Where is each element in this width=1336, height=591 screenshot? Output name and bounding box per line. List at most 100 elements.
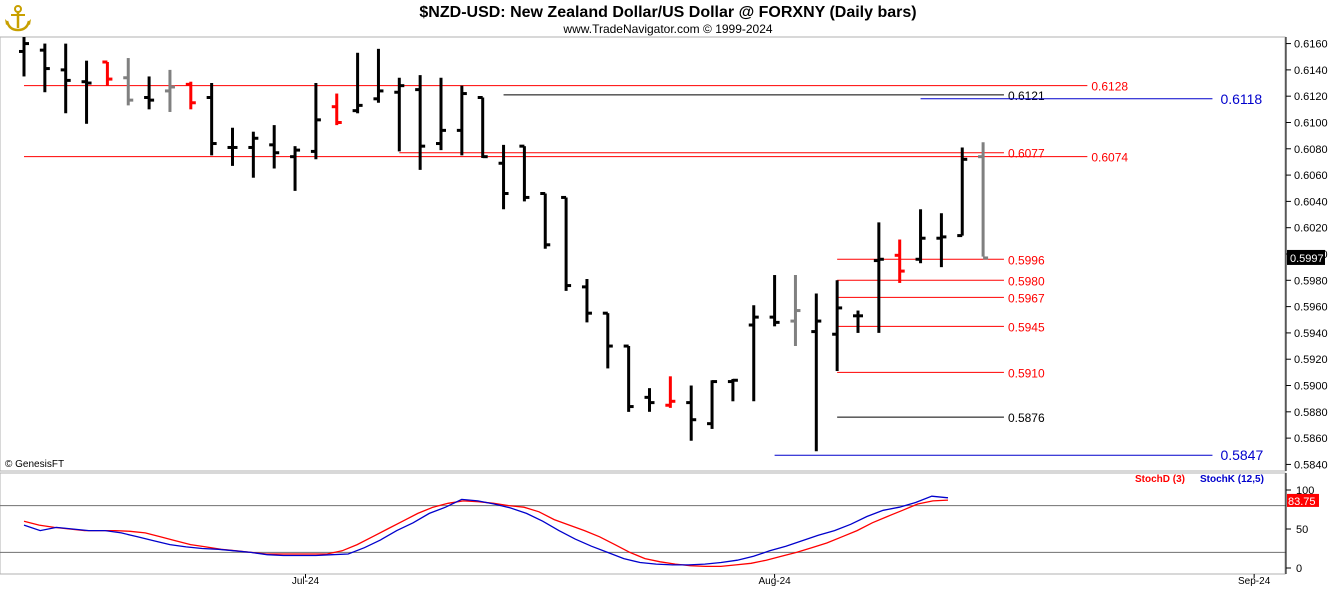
time-tick-label: Jul-24 bbox=[292, 576, 320, 587]
price-level-label: 0.5945 bbox=[1008, 320, 1045, 334]
price-level-label: 0.6128 bbox=[1091, 80, 1128, 94]
price-tick-label: 0.5860 bbox=[1294, 433, 1328, 445]
ohlc-bar bbox=[665, 376, 676, 408]
ohlc-bar bbox=[811, 293, 822, 452]
ohlc-bar bbox=[290, 146, 301, 191]
ohlc-bar bbox=[978, 142, 989, 260]
ohlc-bar bbox=[936, 213, 947, 268]
ohlc-bar bbox=[477, 95, 488, 159]
ohlc-bar bbox=[748, 305, 759, 402]
ohlc-bar bbox=[206, 83, 217, 156]
price-level-label: 0.5847 bbox=[1220, 447, 1263, 463]
ohlc-bar bbox=[144, 76, 155, 110]
ohlc-bar bbox=[727, 378, 738, 402]
ohlc-bar bbox=[790, 275, 801, 347]
ohlc-bar bbox=[623, 344, 634, 412]
price-tick-label: 0.6160 bbox=[1294, 39, 1328, 51]
ohlc-bar bbox=[248, 131, 259, 178]
ohlc-bar bbox=[19, 37, 29, 77]
price-level-label: 0.6074 bbox=[1091, 151, 1128, 165]
ohlc-bar bbox=[498, 144, 509, 210]
price-tick-label: 0.5880 bbox=[1294, 407, 1328, 419]
price-level-label: 0.5967 bbox=[1008, 291, 1045, 305]
stoch-value-label: 83.75 bbox=[1288, 496, 1316, 508]
last-price-label: 0.5997 bbox=[1290, 253, 1324, 265]
ohlc-bar bbox=[581, 278, 592, 323]
ohlc-bar bbox=[123, 58, 134, 106]
ohlc-bar bbox=[686, 385, 697, 441]
ohlc-bar bbox=[894, 239, 905, 283]
ohlc-bar bbox=[352, 52, 363, 114]
ohlc-bar bbox=[394, 77, 405, 152]
stoch-tick-label: 50 bbox=[1296, 524, 1308, 536]
ohlc-bar bbox=[873, 222, 884, 333]
ohlc-bar bbox=[60, 43, 71, 114]
ohlc-bar bbox=[436, 77, 446, 151]
ohlc-bar bbox=[602, 311, 613, 369]
last-price-marker: 0.5997 bbox=[1287, 249, 1325, 265]
ohlc-bar bbox=[331, 93, 342, 126]
genesis-credit: © GenesisFT bbox=[5, 459, 64, 470]
ohlc-bar bbox=[853, 310, 863, 333]
ohlc-bar bbox=[164, 69, 175, 112]
ohlc-bar bbox=[957, 147, 968, 238]
price-tick-label: 0.5980 bbox=[1294, 275, 1328, 287]
ohlc-bar bbox=[519, 144, 530, 202]
chart-title: $NZD-USD: New Zealand Dollar/US Dollar @… bbox=[419, 4, 916, 21]
price-tick-label: 0.6020 bbox=[1294, 223, 1328, 235]
ohlc-bar bbox=[227, 127, 238, 166]
price-tick-label: 0.6100 bbox=[1294, 117, 1328, 129]
price-tick-label: 0.6060 bbox=[1294, 170, 1328, 182]
ohlc-bar bbox=[310, 83, 321, 160]
price-level-label: 0.5876 bbox=[1008, 411, 1045, 425]
ohlc-bar bbox=[561, 195, 572, 291]
ohlc-bar bbox=[707, 380, 718, 429]
price-panel-frame bbox=[0, 36, 1286, 472]
price-tick-label: 0.6140 bbox=[1294, 65, 1328, 77]
ohlc-bar bbox=[81, 60, 92, 124]
ohlc-bar bbox=[102, 60, 113, 86]
ohlc-bar bbox=[456, 85, 467, 156]
price-level-label: 0.5996 bbox=[1008, 253, 1045, 267]
chart-subtitle: www.TradeNavigator.com © 1999-2024 bbox=[562, 22, 772, 36]
ohlc-bar bbox=[769, 275, 780, 327]
stoch-tick-label: 0 bbox=[1296, 563, 1302, 575]
price-bars bbox=[19, 37, 989, 452]
stochastic-panel-frame bbox=[0, 472, 1286, 575]
stoch-value-box bbox=[1287, 493, 1319, 507]
chart-header: $NZD-USD: New Zealand Dollar/US Dollar @… bbox=[5, 4, 917, 36]
ohlc-bar bbox=[644, 388, 655, 412]
price-tick-label: 0.6120 bbox=[1294, 91, 1328, 103]
price-tick-label: 0.6080 bbox=[1294, 144, 1328, 156]
price-level-label: 0.6121 bbox=[1008, 89, 1045, 103]
anchor-logo-icon bbox=[5, 5, 31, 32]
ohlc-bar bbox=[373, 48, 384, 103]
stochd-line bbox=[23, 499, 949, 568]
ohlc-bar bbox=[915, 209, 926, 264]
last-price-box bbox=[1287, 249, 1325, 265]
price-tick-label: 0.6040 bbox=[1294, 196, 1328, 208]
stochk-legend: StochK (12,5) bbox=[1200, 474, 1264, 485]
time-axis: Jul-24 Aug-24 Sep-24 bbox=[292, 574, 1271, 587]
time-tick-label: Sep-24 bbox=[1238, 576, 1271, 587]
ohlc-bar bbox=[415, 75, 426, 170]
ohlc-bar bbox=[185, 81, 196, 110]
price-tick-label: 0.5960 bbox=[1294, 302, 1328, 314]
price-level-label: 0.5980 bbox=[1008, 274, 1045, 288]
time-tick-label: Aug-24 bbox=[758, 576, 791, 587]
price-tick-label: 0.5920 bbox=[1294, 354, 1328, 366]
price-level-label: 0.6077 bbox=[1008, 147, 1045, 161]
price-tick-label: 0.5840 bbox=[1294, 459, 1328, 471]
stochk-line bbox=[23, 495, 949, 566]
price-level-label: 0.6118 bbox=[1220, 91, 1262, 107]
ohlc-bar bbox=[39, 43, 50, 93]
ohlc-bar bbox=[269, 125, 280, 169]
ohlc-bar bbox=[832, 280, 843, 372]
price-levels: 0.6128 0.6121 0.6118 0.6077 0.6074 0.5996 0.59… bbox=[24, 80, 1263, 463]
price-level-label: 0.5910 bbox=[1008, 366, 1045, 380]
price-tick-label: 0.5940 bbox=[1294, 328, 1328, 340]
stochd-legend: StochD (3) bbox=[1135, 474, 1185, 485]
price-tick-label: 0.5900 bbox=[1294, 381, 1328, 393]
